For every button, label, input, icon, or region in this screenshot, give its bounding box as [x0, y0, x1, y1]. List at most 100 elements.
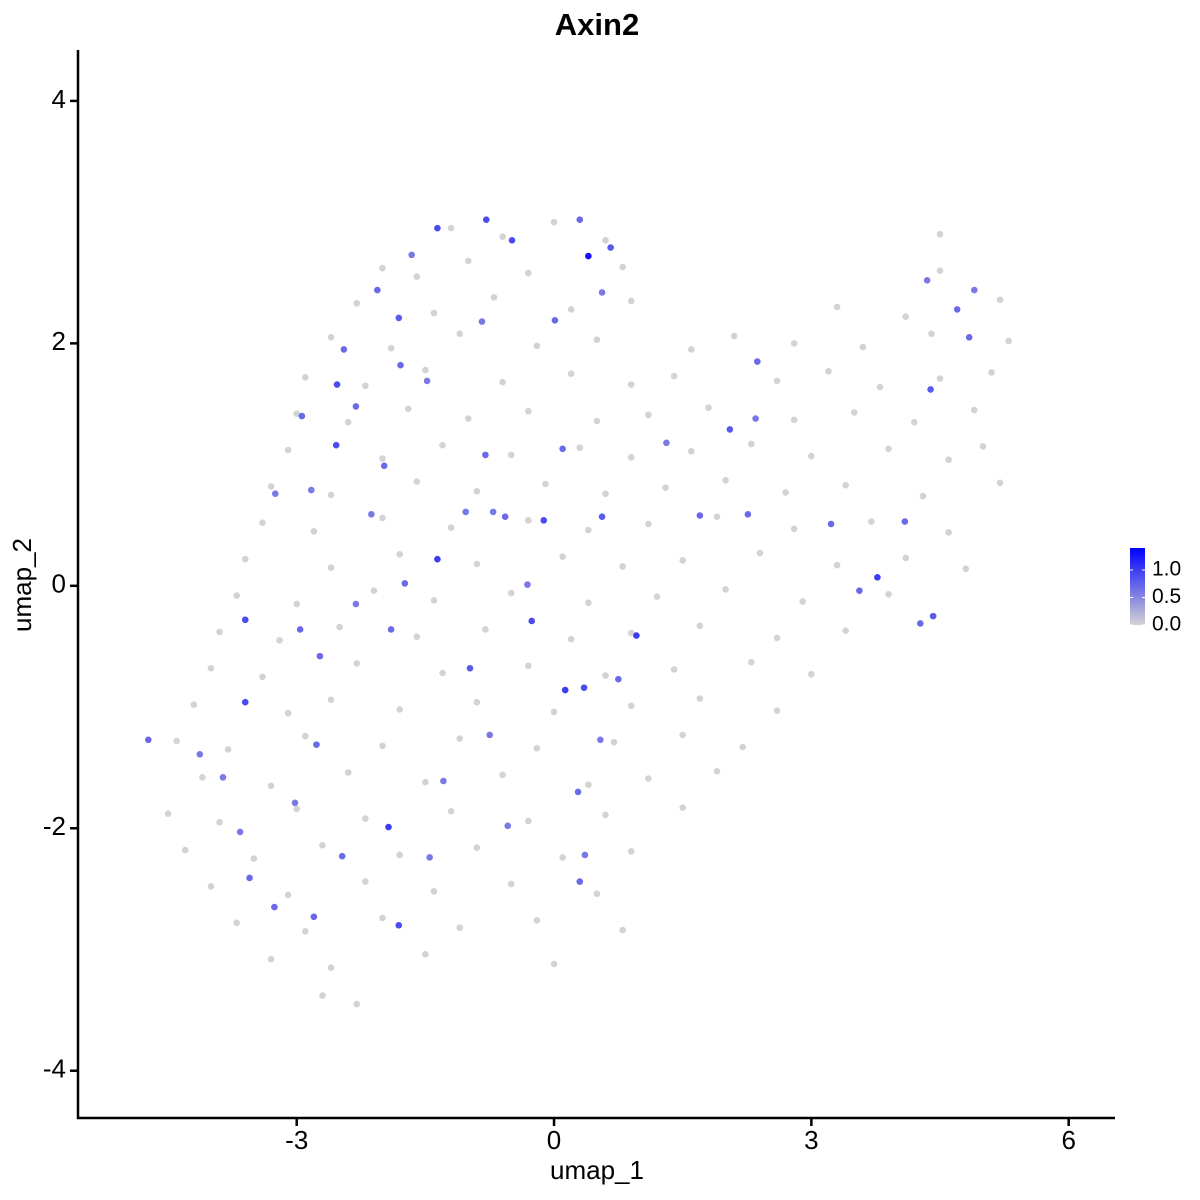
cell-point [408, 251, 415, 259]
cell-point [602, 672, 609, 679]
cell-point [627, 629, 635, 637]
cell-point [936, 267, 944, 274]
cell-point [379, 914, 386, 922]
cell-point [687, 346, 695, 353]
cell-point [868, 518, 875, 525]
cell-point [670, 372, 678, 380]
cell-point [456, 735, 463, 742]
cell-point [627, 381, 635, 388]
cell-point [739, 743, 747, 751]
cell-point [722, 586, 729, 593]
cell-point [504, 822, 512, 830]
cell-point [327, 964, 335, 971]
cell-point [413, 478, 421, 485]
cell-point [996, 296, 1004, 304]
cell-point [413, 273, 421, 280]
cell-point [296, 626, 304, 633]
cell-point [971, 286, 978, 294]
cell-point [602, 811, 609, 819]
cell-point [856, 587, 863, 594]
cell-point [507, 451, 515, 459]
cell-point [744, 510, 752, 518]
cell-point [602, 490, 609, 497]
colorbar-tick-label: 0.0 [1152, 613, 1181, 636]
cell-point [842, 481, 849, 489]
cell-point [374, 286, 381, 294]
cell-point [663, 439, 670, 447]
cell-point [466, 664, 474, 672]
cell-point [293, 600, 301, 608]
cell-point [696, 695, 704, 702]
y-tick-label: 0 [52, 569, 66, 599]
y-tick-label: 4 [52, 84, 66, 114]
cell-point [679, 804, 687, 811]
cell-point [301, 732, 309, 740]
cell-point [430, 309, 438, 317]
cell-point [293, 805, 301, 813]
x-tick-label: 3 [804, 1125, 818, 1155]
cell-point [525, 662, 532, 670]
cell-point [726, 426, 734, 433]
cell-point [627, 297, 635, 305]
cell-point [567, 370, 575, 377]
cell-point [705, 404, 712, 411]
cell-point [585, 526, 592, 534]
cell-point [319, 992, 326, 999]
cell-point [196, 751, 204, 758]
cell-point [439, 669, 446, 677]
cell-point [782, 489, 789, 496]
cell-point [353, 660, 361, 667]
cell-point [551, 317, 559, 324]
cell-point [645, 520, 652, 528]
cell-point [827, 520, 835, 528]
cell-point [754, 358, 761, 365]
cell-point [585, 599, 592, 607]
cell-point [901, 518, 909, 525]
cell-point [923, 277, 931, 284]
cell-point [423, 377, 431, 385]
cell-point [181, 846, 189, 854]
cell-point [971, 406, 978, 414]
cell-point [310, 527, 318, 535]
cell-point [190, 701, 198, 708]
cell-point [627, 702, 635, 710]
cell-point [478, 318, 486, 325]
cell-point [293, 410, 301, 417]
cell-point [574, 788, 582, 796]
cell-point [996, 479, 1004, 487]
y-tick-label: 2 [52, 326, 66, 356]
cell-point [576, 444, 584, 451]
y-axis-title: umap_2 [7, 538, 37, 632]
cell-point [422, 366, 429, 374]
cell-point [396, 851, 403, 859]
cell-point [447, 224, 455, 232]
cell-point [319, 841, 326, 849]
cell-point [447, 524, 455, 531]
cell-point [241, 555, 249, 563]
cell-point [368, 510, 375, 518]
cell-point [259, 673, 266, 681]
x-axis-title: umap_1 [550, 1155, 644, 1185]
cell-point [199, 774, 206, 781]
cell-point [593, 417, 601, 425]
cell-point [929, 612, 937, 620]
cell-point [490, 294, 498, 301]
cell-point [756, 549, 764, 557]
cell-point [567, 306, 575, 313]
cell-point [679, 557, 687, 564]
cell-point [327, 491, 335, 499]
cell-point [462, 508, 469, 516]
cell-point [340, 346, 348, 353]
cell-point [576, 878, 584, 885]
cell-point [489, 508, 497, 516]
cell-point [336, 623, 343, 631]
cell-point [645, 775, 652, 782]
cell-point [713, 767, 721, 775]
cell-point [790, 525, 798, 533]
cell-point [988, 369, 995, 376]
cell-point [216, 818, 223, 826]
cell-point [533, 744, 541, 752]
cell-point [598, 289, 606, 296]
cell-point [627, 454, 635, 461]
cell-point [808, 671, 815, 678]
